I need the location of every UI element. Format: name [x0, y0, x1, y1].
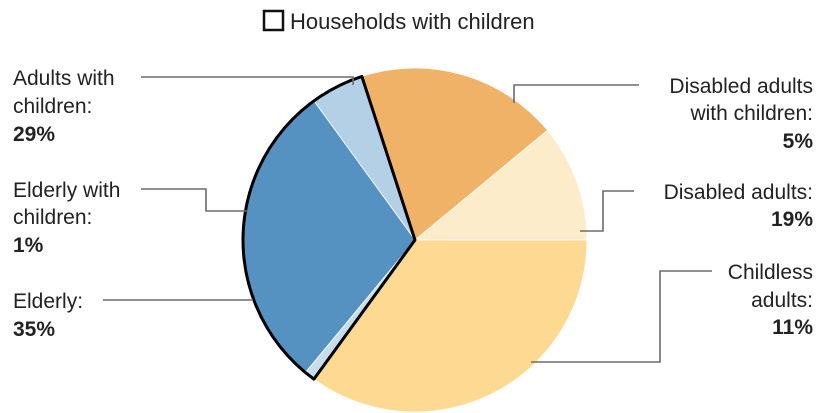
label-disabled-adults-with-children-pct: 5% [783, 130, 814, 153]
label-adults-with-children-pct: 29% [13, 123, 55, 146]
leader-disabled-adults [580, 190, 634, 232]
slice-disabled-adults [361, 67, 549, 241]
legend: Households with children [262, 9, 535, 34]
slice-labels: Disabled adults with children: 5% Disabl… [13, 67, 813, 341]
children-outline [241, 74, 417, 381]
label-disabled-adults-with-children-line1: Disabled adults [669, 75, 813, 98]
label-disabled-adults-pct: 19% [771, 208, 813, 231]
slice-elderly [313, 239, 588, 413]
leader-disabled-adults-with-children [513, 84, 639, 103]
label-elderly-pct: 35% [13, 318, 55, 341]
leader-adults-with-children [141, 76, 354, 85]
legend-label: Households with children [290, 9, 535, 34]
label-childless-adults-pct: 11% [772, 316, 813, 339]
label-disabled-adults-line1: Disabled adults: [664, 181, 813, 204]
label-adults-with-children-line1: Adults with [13, 67, 115, 90]
leader-lines [103, 76, 712, 363]
label-elderly-line1: Elderly: [13, 290, 83, 313]
leader-childless-adults [531, 270, 712, 363]
slice-childless-adults [413, 129, 588, 241]
label-disabled-adults-with-children-line2: with children: [689, 102, 813, 125]
label-adults-with-children-line2: children: [13, 95, 92, 118]
label-childless-adults-line2: adults: [751, 289, 813, 312]
label-childless-adults-line1: Childless [728, 261, 813, 284]
leader-elderly-with-children [141, 188, 248, 212]
label-elderly-with-children-line1: Elderly with [13, 179, 120, 202]
label-elderly-with-children-line2: children: [13, 206, 92, 229]
legend-swatch [262, 9, 285, 32]
label-elderly-with-children-pct: 1% [13, 234, 44, 257]
